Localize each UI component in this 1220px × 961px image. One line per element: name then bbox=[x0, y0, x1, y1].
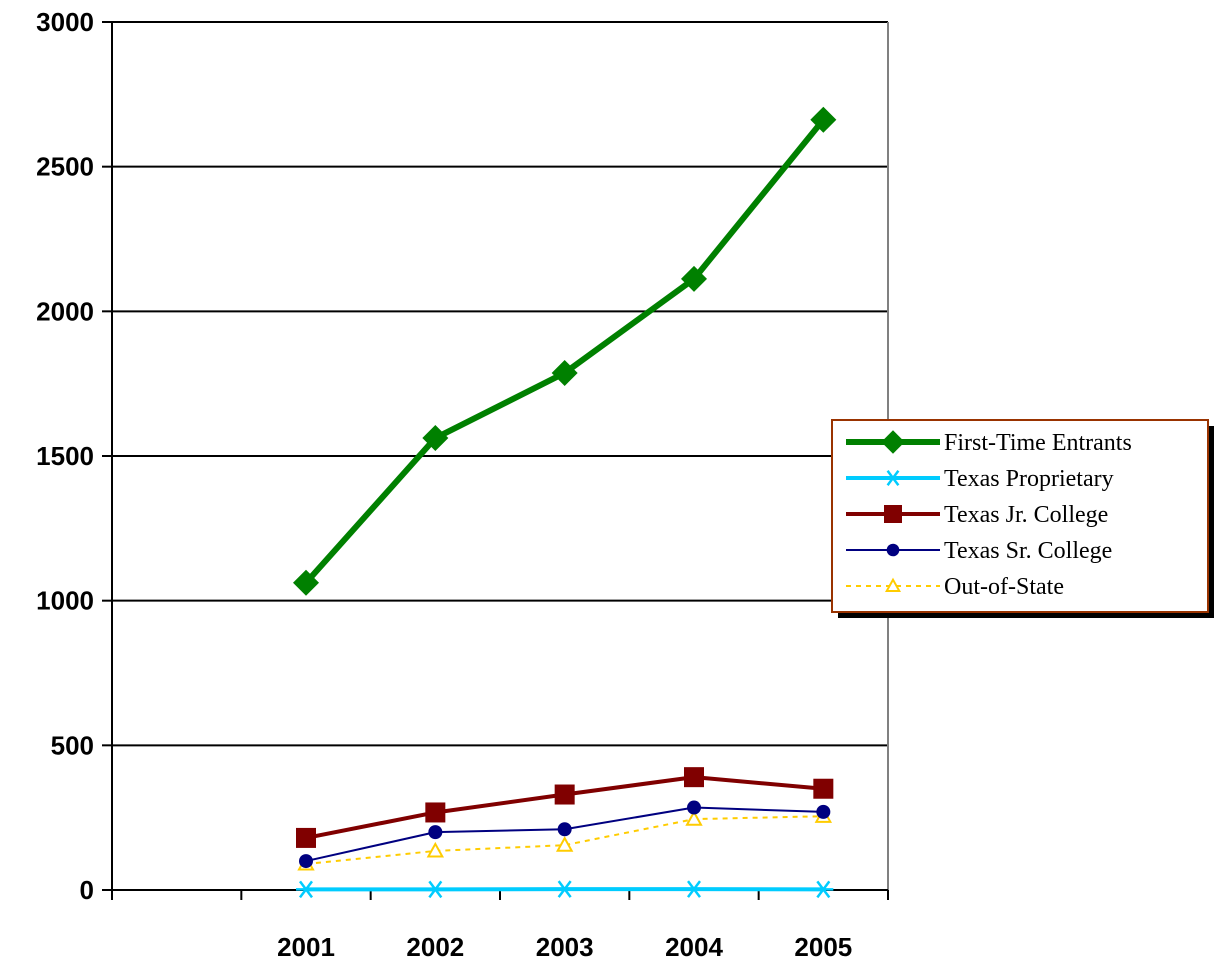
series-first-time-entrants bbox=[293, 106, 837, 596]
data-point-square bbox=[884, 505, 902, 523]
gridlines bbox=[112, 21, 888, 747]
legend-label: Texas Proprietary bbox=[944, 466, 1114, 492]
x-tick-label: 2004 bbox=[665, 932, 723, 961]
data-point-triangle bbox=[885, 577, 901, 593]
legend-label: Texas Jr. College bbox=[944, 502, 1108, 528]
y-tick-label: 1000 bbox=[36, 586, 94, 616]
series-texas-jr-college bbox=[296, 767, 834, 848]
data-point-diamond bbox=[881, 430, 905, 454]
x-tick-label: 2001 bbox=[277, 932, 335, 961]
x-tick-label: 2002 bbox=[406, 932, 464, 961]
data-point-square bbox=[684, 767, 704, 788]
data-point-asterisk bbox=[296, 880, 316, 899]
data-point-diamond bbox=[293, 569, 319, 596]
data-point-diamond bbox=[551, 359, 578, 386]
legend-item: Texas Sr. College bbox=[846, 538, 1112, 564]
series-line bbox=[303, 117, 826, 585]
data-point-circle bbox=[557, 822, 572, 837]
legend: First-Time Entrants Texas Proprietary Texa… bbox=[831, 419, 1214, 618]
series-line bbox=[305, 815, 824, 865]
data-point-asterisk bbox=[813, 880, 834, 899]
data-point-circle bbox=[886, 543, 900, 557]
data-point-circle bbox=[687, 800, 701, 815]
legend-label: First-Time Entrants bbox=[944, 430, 1132, 456]
data-point-diamond bbox=[681, 265, 707, 292]
legend-label: Out-of-State bbox=[944, 574, 1064, 600]
y-tick-label: 0 bbox=[80, 875, 94, 905]
x-tick-label: 2003 bbox=[536, 932, 594, 961]
series-texas-sr-college bbox=[299, 800, 831, 869]
data-point-circle bbox=[428, 825, 443, 840]
legend-item: Texas Proprietary bbox=[846, 466, 1114, 492]
data-point-square bbox=[425, 802, 446, 823]
legend-item: First-Time Entrants bbox=[846, 430, 1132, 456]
data-point-circle bbox=[816, 804, 831, 819]
y-tick-label: 500 bbox=[51, 730, 94, 760]
data-point-asterisk bbox=[554, 880, 575, 898]
y-tick-label: 3000 bbox=[36, 7, 94, 37]
data-point-asterisk bbox=[425, 880, 446, 899]
data-point-square bbox=[554, 784, 575, 805]
series-texas-proprietary bbox=[296, 880, 834, 899]
data-point-triangle bbox=[685, 810, 703, 826]
legend-item: Texas Jr. College bbox=[846, 502, 1108, 528]
data-point-triangle bbox=[555, 836, 574, 852]
x-axis: 2001 2002 2003 2004 2005 bbox=[111, 890, 889, 961]
y-tick-label: 2500 bbox=[36, 152, 94, 182]
data-point-square bbox=[813, 778, 834, 799]
legend-item: Out-of-State bbox=[846, 574, 1064, 600]
data-point-square bbox=[296, 827, 316, 848]
y-tick-label: 2000 bbox=[36, 296, 94, 326]
series-layer bbox=[293, 106, 837, 899]
data-point-diamond bbox=[810, 106, 837, 133]
y-axis: 0 500 1000 1500 2000 2500 3000 bbox=[36, 7, 112, 905]
data-point-triangle bbox=[426, 841, 445, 858]
data-point-asterisk bbox=[684, 880, 704, 898]
series-out-of-state bbox=[297, 807, 833, 871]
data-point-diamond bbox=[422, 425, 449, 452]
y-tick-label: 1500 bbox=[36, 441, 94, 471]
data-point-asterisk bbox=[884, 470, 902, 486]
x-tick-label: 2005 bbox=[794, 932, 852, 961]
legend-label: Texas Sr. College bbox=[944, 538, 1112, 564]
data-point-circle bbox=[299, 854, 313, 869]
